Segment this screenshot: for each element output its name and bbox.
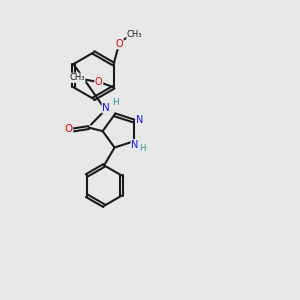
Text: N: N — [102, 103, 110, 113]
Text: H: H — [112, 98, 119, 107]
Text: CH₃: CH₃ — [127, 30, 142, 39]
Text: O: O — [64, 124, 73, 134]
Text: CH₃: CH₃ — [69, 73, 85, 82]
Text: O: O — [116, 39, 123, 49]
Text: N: N — [131, 140, 139, 150]
Text: N: N — [136, 115, 143, 124]
Text: H: H — [140, 144, 146, 153]
Text: O: O — [95, 77, 103, 87]
